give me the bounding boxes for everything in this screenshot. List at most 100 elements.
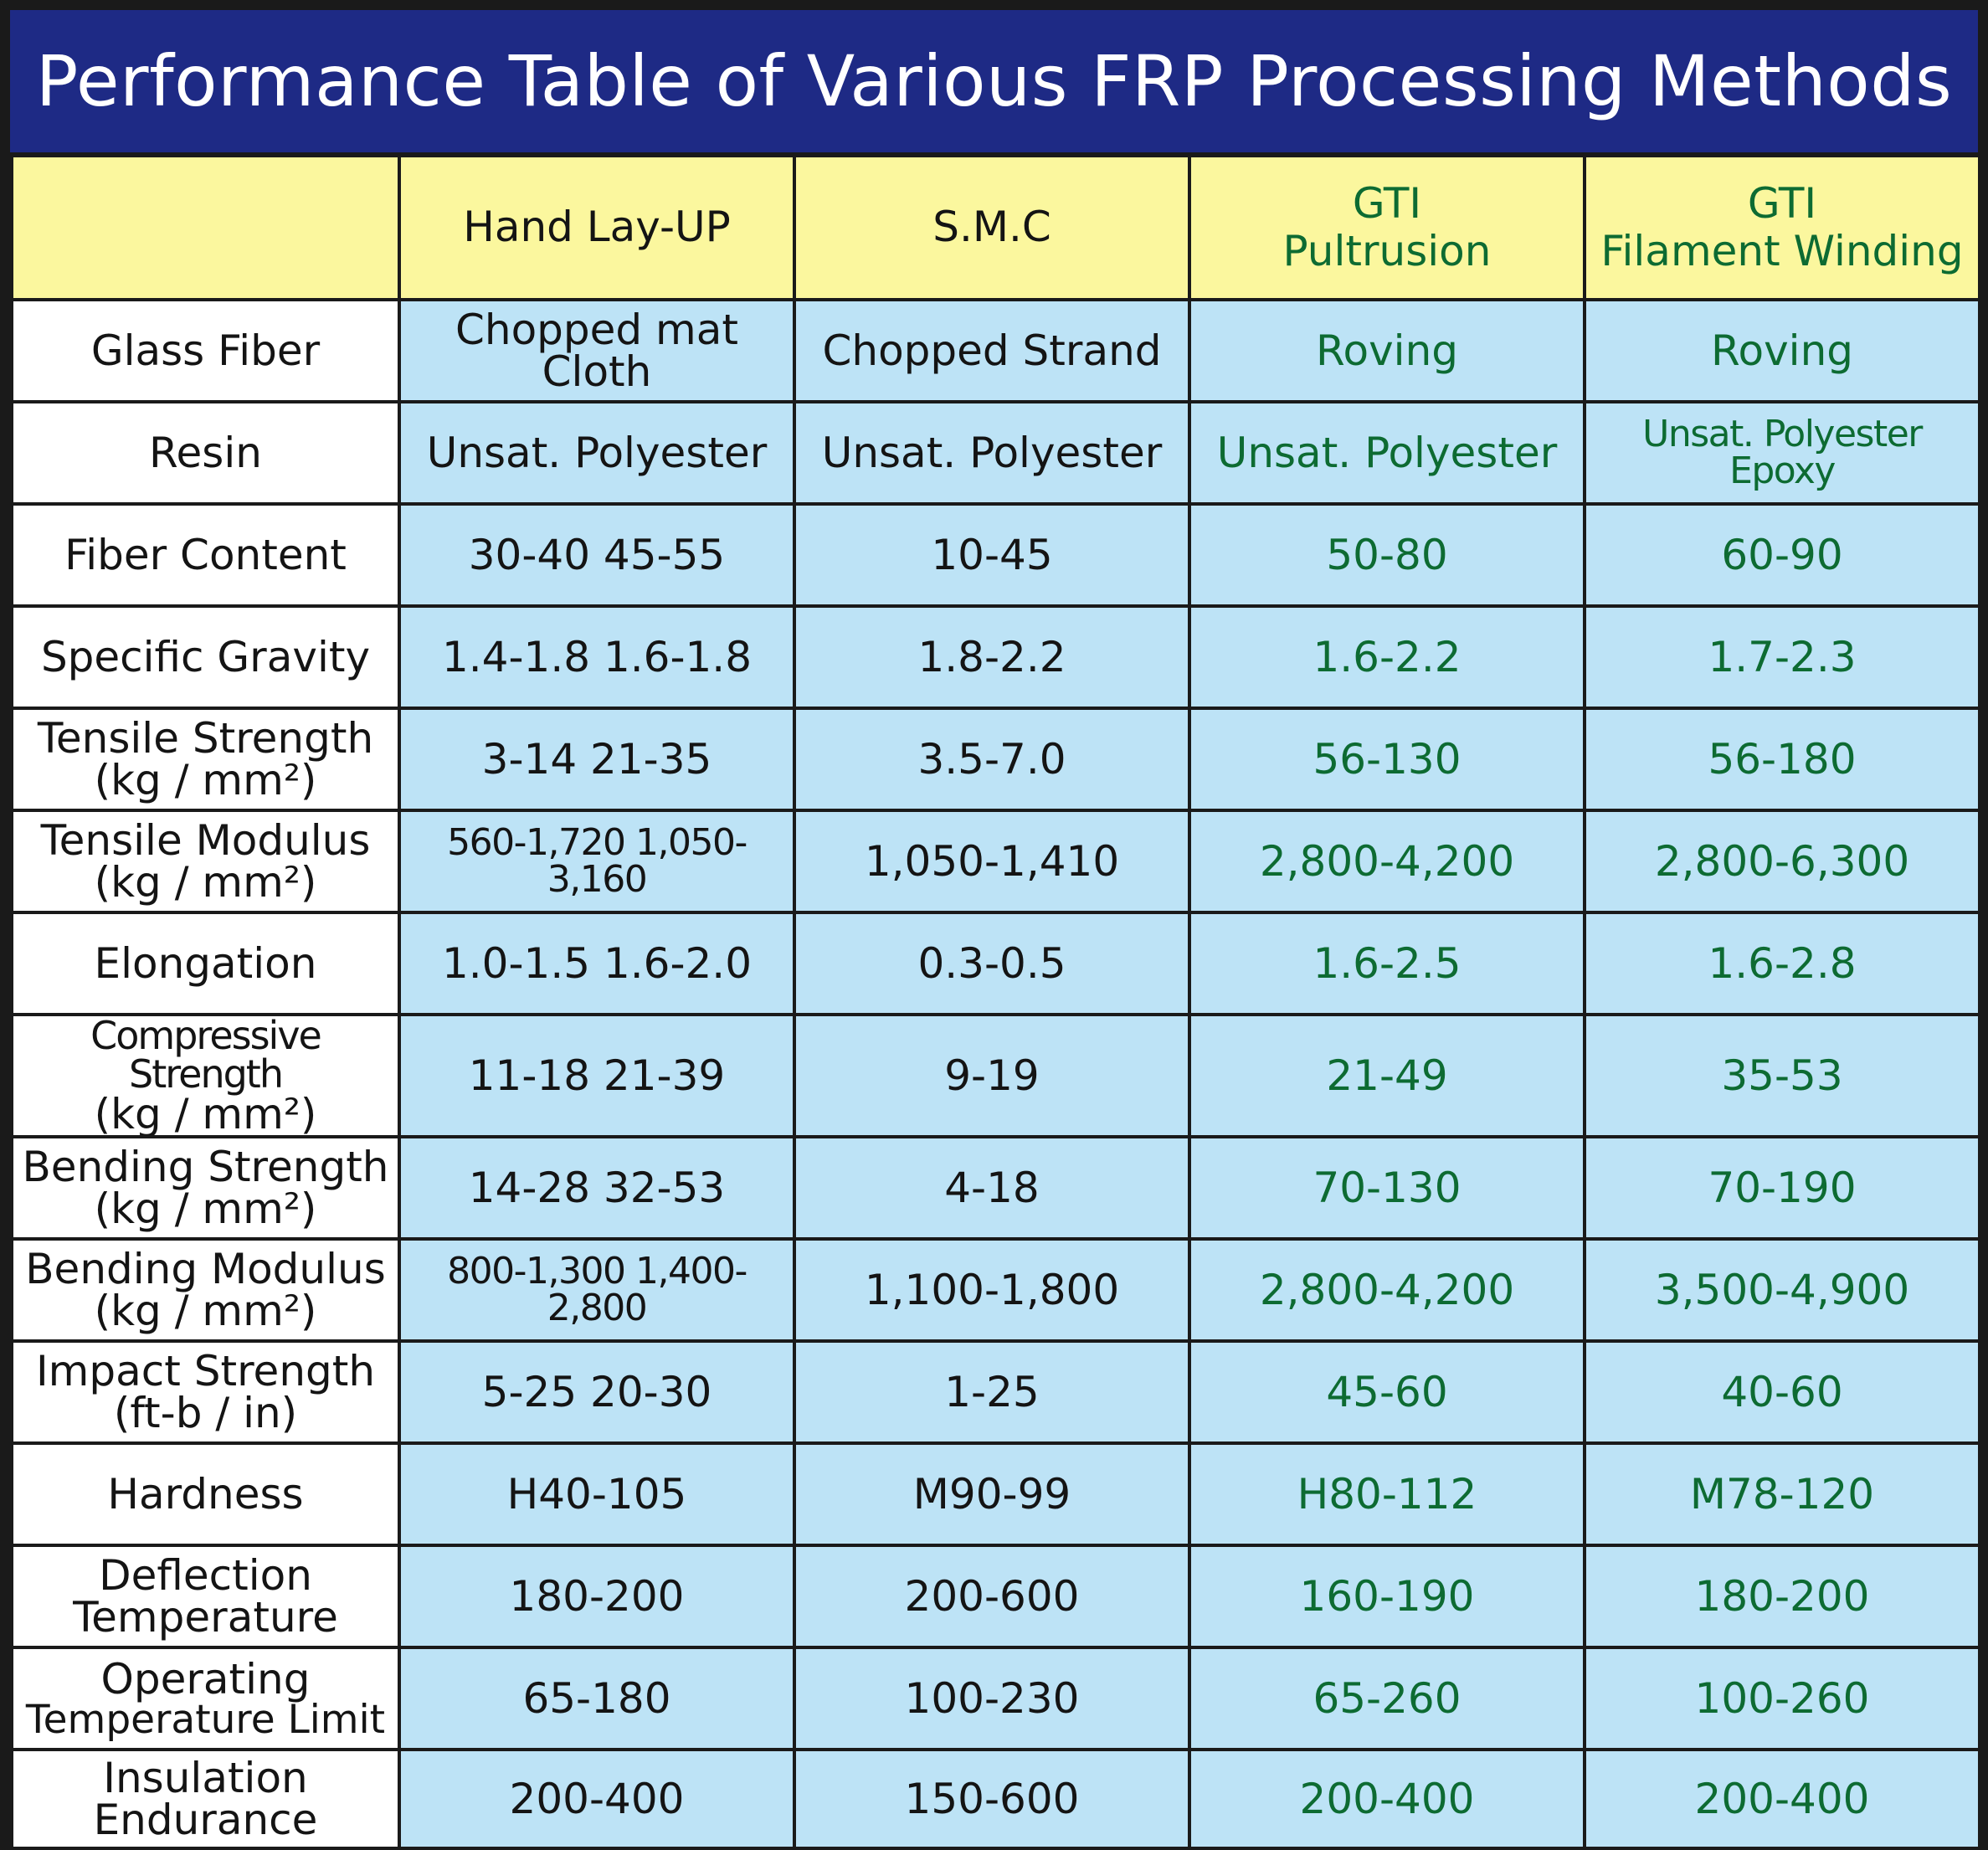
- table-cell-smc: 3.5-7.0: [793, 707, 1191, 812]
- title-bar: Performance Table of Various FRP Process…: [10, 10, 1978, 152]
- table-row: Bending Strength (kg / mm²) 14-28 32-53 4-1…: [10, 1135, 1981, 1241]
- table-cell-winding: 200-400: [1583, 1748, 1981, 1850]
- table-cell-pultrusion: 1.6-2.2: [1188, 604, 1586, 710]
- row-header-label: Tensile Modulus: [40, 816, 371, 865]
- table-cell-winding: 70-190: [1583, 1135, 1981, 1241]
- row-header: Tensile Modulus (kg / mm²): [10, 809, 401, 914]
- row-header-label: Deflection: [99, 1551, 312, 1600]
- row-header: Hardness: [10, 1441, 401, 1547]
- row-header: Compressive Strength (kg / mm²): [10, 1013, 401, 1138]
- row-header-sublabel: (kg / mm²): [94, 858, 317, 907]
- table-cell-pultrusion: 21-49: [1188, 1013, 1586, 1138]
- table-cell-hand: 14-28 32-53: [398, 1135, 796, 1241]
- row-header: Insulation Endurance: [10, 1748, 401, 1850]
- row-header-sublabel: (kg / mm²): [94, 1185, 317, 1233]
- table-row: Bending Modulus (kg / mm²) 800-1,300 1,400…: [10, 1237, 1981, 1343]
- table-row: Deflection Temperature 180-200 200-600 160-1…: [10, 1544, 1981, 1649]
- row-header-sublabel: (ft-b / in): [113, 1389, 298, 1437]
- table-row: Operating Temperature Limit 65-180 100-230 6…: [10, 1646, 1981, 1751]
- column-header-gti-pultrusion: GTI Pultrusion: [1188, 154, 1586, 301]
- table-row: Impact Strength (ft-b / in) 5-25 20-30 1-25…: [10, 1339, 1981, 1445]
- table-cell-smc: 100-230: [793, 1646, 1191, 1751]
- table-row: Insulation Endurance 200-400 150-600 200-400…: [10, 1748, 1981, 1850]
- table-cell-hand: 180-200: [398, 1544, 796, 1649]
- table-cell-winding: 2,800-6,300: [1583, 809, 1981, 914]
- table-cell-pultrusion: 56-130: [1188, 707, 1586, 812]
- row-header-label: Compressive Strength: [90, 1015, 322, 1097]
- row-header-label: Glass Fiber: [90, 326, 321, 375]
- header-corner-cell: [10, 154, 401, 301]
- table-cell-pultrusion: 160-190: [1188, 1544, 1586, 1649]
- row-header-label: Tensile Strength: [37, 714, 374, 763]
- table-row: Resin Unsat. Polyester Unsat. Polyester Uns…: [10, 400, 1981, 506]
- table-cell-winding: 3,500-4,900: [1583, 1237, 1981, 1343]
- row-header-label: Fiber Content: [64, 531, 347, 579]
- table-cell-smc: 200-600: [793, 1544, 1191, 1649]
- row-header-label: Specific Gravity: [40, 633, 371, 681]
- performance-table: Hand Lay-UP S.M.C GTI Pultrusion GTI Fil…: [10, 154, 1981, 1850]
- row-header-sublabel: Temperature: [73, 1593, 338, 1642]
- table-cell-pultrusion: 65-260: [1188, 1646, 1586, 1751]
- table-cell-hand: 30-40 45-55: [398, 502, 796, 608]
- table-cell-hand: 800-1,300 1,400-2,800: [398, 1237, 796, 1343]
- row-header-sublabel: Endurance: [93, 1796, 318, 1844]
- table-cell-pultrusion: 45-60: [1188, 1339, 1586, 1445]
- row-header-label: Elongation: [94, 939, 317, 988]
- table-cell-pultrusion: 200-400: [1188, 1748, 1586, 1850]
- table-row: Elongation 1.0-1.5 1.6-2.0 0.3-0.5 1.6-2.5 1…: [10, 911, 1981, 1016]
- table-cell-smc: M90-99: [793, 1441, 1191, 1547]
- row-header: Deflection Temperature: [10, 1544, 401, 1649]
- row-header-label: Bending Strength: [22, 1143, 389, 1191]
- row-header: Impact Strength (ft-b / in): [10, 1339, 401, 1445]
- table-row: Compressive Strength (kg / mm²) 11-18 21-3…: [10, 1013, 1981, 1138]
- row-header-sublabel: Temperature Limit: [25, 1696, 386, 1743]
- table-cell-winding: 1.6-2.8: [1583, 911, 1981, 1016]
- row-header-label: Hardness: [107, 1470, 304, 1519]
- table-cell-pultrusion: H80-112: [1188, 1441, 1586, 1547]
- table-cell-winding: 180-200: [1583, 1544, 1981, 1649]
- column-header-hand-lay-up: Hand Lay-UP: [398, 154, 796, 301]
- row-header: Bending Modulus (kg / mm²): [10, 1237, 401, 1343]
- table-cell-pultrusion: 50-80: [1188, 502, 1586, 608]
- table-cell-winding: 35-53: [1583, 1013, 1981, 1138]
- table-row: Hardness H40-105 M90-99 H80-112 M78-120: [10, 1441, 1981, 1547]
- table-cell-winding: 60-90: [1583, 502, 1981, 608]
- table-cell-winding: 56-180: [1583, 707, 1981, 812]
- page-title: Performance Table of Various FRP Process…: [35, 40, 1953, 122]
- table-cell-winding: 100-260: [1583, 1646, 1981, 1751]
- table-cell-smc: 9-19: [793, 1013, 1191, 1138]
- table-cell-smc: 150-600: [793, 1748, 1191, 1850]
- row-header-label: Impact Strength: [35, 1347, 376, 1395]
- table-cell-pultrusion: 2,800-4,200: [1188, 1237, 1586, 1343]
- table-row: Fiber Content 30-40 45-55 10-45 50-80 60-90: [10, 502, 1981, 608]
- row-header: Specific Gravity: [10, 604, 401, 710]
- header-row: Hand Lay-UP S.M.C GTI Pultrusion GTI Fil…: [10, 154, 1981, 301]
- row-header: Resin: [10, 400, 401, 506]
- row-header: Operating Temperature Limit: [10, 1646, 401, 1751]
- column-header-gti-filament-winding: GTI Filament Winding: [1583, 154, 1981, 301]
- table-cell-smc: 0.3-0.5: [793, 911, 1191, 1016]
- table-cell-winding: 1.7-2.3: [1583, 604, 1981, 710]
- row-header: Tensile Strength (kg / mm²): [10, 707, 401, 812]
- table-cell-pultrusion: Unsat. Polyester: [1188, 400, 1586, 506]
- table-cell-hand: 65-180: [398, 1646, 796, 1751]
- table-cell-smc: 10-45: [793, 502, 1191, 608]
- table-row: Tensile Modulus (kg / mm²) 560-1,720 1,050…: [10, 809, 1981, 914]
- table-cell-hand: 5-25 20-30: [398, 1339, 796, 1445]
- table-cell-hand: 1.0-1.5 1.6-2.0: [398, 911, 796, 1016]
- row-header-label: Operating: [100, 1654, 311, 1704]
- table-cell-smc: 1.8-2.2: [793, 604, 1191, 710]
- table-cell-hand: 3-14 21-35: [398, 707, 796, 812]
- table-row: Specific Gravity 1.4-1.8 1.6-1.8 1.8-2.2 1.…: [10, 604, 1981, 710]
- table-cell-hand: 560-1,720 1,050-3,160: [398, 809, 796, 914]
- table-cell-smc: 1-25: [793, 1339, 1191, 1445]
- table-cell-winding: Roving: [1583, 298, 1981, 403]
- row-header-sublabel: (kg / mm²): [94, 1090, 317, 1137]
- column-header-smc: S.M.C: [793, 154, 1191, 301]
- table-cell-smc: 1,100-1,800: [793, 1237, 1191, 1343]
- row-header-label: Resin: [149, 429, 262, 477]
- row-header: Elongation: [10, 911, 401, 1016]
- table-cell-smc: Chopped Strand: [793, 298, 1191, 403]
- table-cell-winding: 40-60: [1583, 1339, 1981, 1445]
- row-header: Fiber Content: [10, 502, 401, 608]
